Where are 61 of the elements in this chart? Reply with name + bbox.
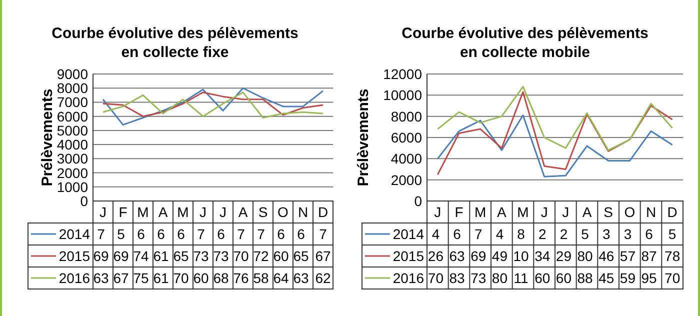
legend-label: 2016 <box>392 270 424 286</box>
x-tick-label: J <box>200 204 206 220</box>
legend-label: 2015 <box>58 248 90 264</box>
legend-label: 2014 <box>58 226 90 242</box>
x-tick-label: S <box>258 204 268 220</box>
y-tick-label: 7000 <box>56 94 88 110</box>
x-tick-label: D <box>667 204 678 220</box>
text: 70 83 73 80 11 60 60 88 45 59 95 70 <box>428 270 680 286</box>
chart-title: Courbe évolutive des pélèvements en collecte mobile <box>402 25 648 61</box>
y-tick-label: 2000 <box>56 164 88 181</box>
y-tick-label: 4000 <box>390 150 422 167</box>
line-series <box>102 87 324 126</box>
x-tick-label: N <box>646 204 656 220</box>
chart-title: Courbe évolutive des pélèvements en collecte fixe <box>52 25 298 61</box>
legend-label: 2016 <box>58 270 90 286</box>
y-tick-label: 5000 <box>56 122 88 138</box>
x-tick-label: A <box>238 204 248 220</box>
x-tick-label: D <box>318 204 328 220</box>
y-tick-label: 6000 <box>390 130 422 146</box>
x-tick-label: F <box>118 204 128 220</box>
text: 63 67 75 61 70 60 68 76 58 64 63 62 <box>93 270 331 286</box>
x-tick-label: M <box>137 204 149 220</box>
y-axis-title: Prélèvements <box>39 88 56 186</box>
y-tick-label: 12000 <box>383 66 422 82</box>
line-series <box>436 114 674 178</box>
x-tick-label: S <box>604 204 614 220</box>
x-tick-label: A <box>582 204 592 220</box>
y-tick-label: 8000 <box>56 80 88 96</box>
x-tick-label: J <box>540 204 548 220</box>
text: 4 6 7 4 8 2 2 5 3 3 6 5 <box>432 226 676 242</box>
y-tick-label: 10000 <box>383 87 422 104</box>
x-tick-label: M <box>177 204 189 220</box>
x-tick-label: J <box>562 204 570 220</box>
legend-label: 2014 <box>392 226 424 242</box>
y-axis-title: Prélèvements <box>355 88 372 186</box>
text: 69 69 74 61 65 73 73 70 72 60 65 67 <box>93 248 331 264</box>
y-tick-label: 0 <box>80 193 88 209</box>
y-tick-label: 8000 <box>390 108 422 124</box>
line-series <box>436 86 674 151</box>
line-series <box>436 91 674 176</box>
x-tick-label: A <box>496 204 507 220</box>
x-tick-label: J <box>434 204 442 220</box>
y-tick-label: 4000 <box>56 136 88 153</box>
y-tick-label: 3000 <box>56 150 88 167</box>
legend-label: 2015 <box>392 248 424 264</box>
x-tick-label: A <box>158 204 168 220</box>
y-tick-label: 2000 <box>390 172 422 188</box>
y-tick-label: 9000 <box>56 66 88 82</box>
x-tick-label: O <box>278 204 289 220</box>
x-tick-label: M <box>474 204 486 220</box>
text: 26 63 69 49 10 34 29 80 46 57 87 78 <box>428 248 680 264</box>
y-tick-label: 1000 <box>56 178 88 195</box>
x-tick-label: J <box>220 204 226 220</box>
text: 7 5 6 6 6 7 6 7 7 6 6 7 <box>97 226 327 242</box>
x-tick-label: F <box>454 204 464 220</box>
y-tick-label: 6000 <box>56 108 88 124</box>
x-tick-label: N <box>298 204 308 220</box>
y-tick-label: 0 <box>414 193 422 209</box>
x-tick-label: M <box>517 204 529 220</box>
x-tick-label: J <box>100 204 106 220</box>
x-tick-label: O <box>624 204 636 220</box>
